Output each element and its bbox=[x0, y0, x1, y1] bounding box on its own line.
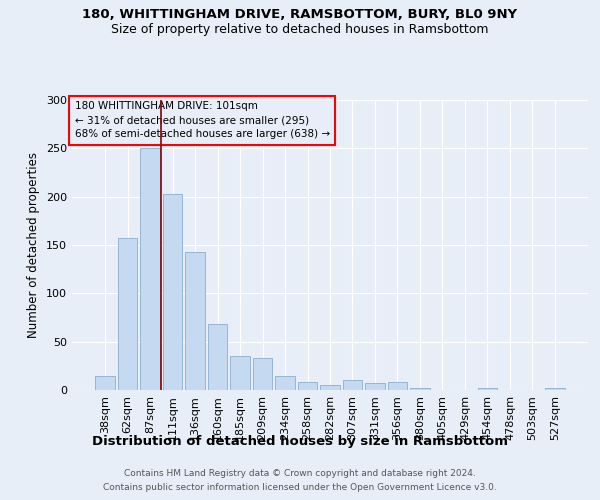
Bar bbox=[320, 385, 340, 390]
Bar bbox=[545, 388, 565, 390]
Bar bbox=[388, 382, 407, 390]
Bar bbox=[230, 356, 250, 390]
Text: Distribution of detached houses by size in Ramsbottom: Distribution of detached houses by size … bbox=[92, 435, 508, 448]
Bar bbox=[253, 358, 272, 390]
Text: Contains public sector information licensed under the Open Government Licence v3: Contains public sector information licen… bbox=[103, 484, 497, 492]
Bar bbox=[365, 383, 385, 390]
Bar bbox=[140, 148, 160, 390]
Bar bbox=[410, 388, 430, 390]
Text: 180, WHITTINGHAM DRIVE, RAMSBOTTOM, BURY, BL0 9NY: 180, WHITTINGHAM DRIVE, RAMSBOTTOM, BURY… bbox=[82, 8, 518, 20]
Bar bbox=[118, 238, 137, 390]
Bar bbox=[185, 252, 205, 390]
Bar bbox=[343, 380, 362, 390]
Bar bbox=[208, 324, 227, 390]
Bar bbox=[275, 376, 295, 390]
Y-axis label: Number of detached properties: Number of detached properties bbox=[28, 152, 40, 338]
Text: Size of property relative to detached houses in Ramsbottom: Size of property relative to detached ho… bbox=[111, 22, 489, 36]
Text: Contains HM Land Registry data © Crown copyright and database right 2024.: Contains HM Land Registry data © Crown c… bbox=[124, 468, 476, 477]
Bar bbox=[298, 382, 317, 390]
Bar bbox=[95, 376, 115, 390]
Bar bbox=[163, 194, 182, 390]
Text: 180 WHITTINGHAM DRIVE: 101sqm
← 31% of detached houses are smaller (295)
68% of : 180 WHITTINGHAM DRIVE: 101sqm ← 31% of d… bbox=[74, 102, 330, 140]
Bar bbox=[478, 388, 497, 390]
